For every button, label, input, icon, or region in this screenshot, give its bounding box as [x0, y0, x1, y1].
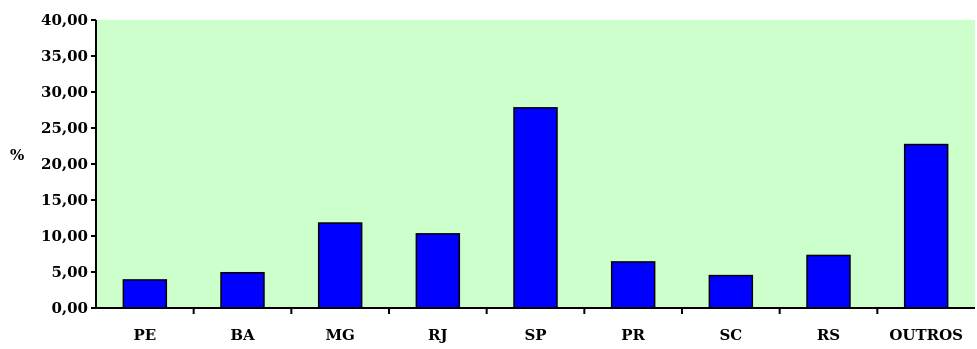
x-tick-label-mg: MG	[325, 326, 354, 344]
bar-mg	[317, 222, 363, 309]
x-tick-label-pe: PE	[133, 326, 156, 344]
y-tick-label: 15,00	[41, 191, 88, 209]
bar-ba	[220, 271, 265, 309]
bar-pe	[122, 279, 168, 309]
x-axis-labels: PE BA MG RJ SP PR SC RS OUTROS	[133, 308, 963, 344]
y-axis-ticks: 0,00 5,00 10,00 15,00 20,00 25,00 30,00 35,00 40…	[41, 11, 96, 317]
x-tick-label-sp: SP	[524, 326, 546, 344]
y-tick-label: 35,00	[41, 47, 88, 65]
y-tick-label: 10,00	[41, 227, 88, 245]
x-tick-label-pr: PR	[621, 326, 645, 344]
bar-rj	[415, 233, 461, 309]
y-tick-label: 5,00	[51, 263, 88, 281]
y-tick-label: 40,00	[41, 11, 88, 29]
x-tick-label-sc: SC	[719, 326, 742, 344]
bar-pr	[610, 261, 656, 309]
x-tick-label-ba: BA	[230, 326, 255, 344]
bar-outros	[903, 143, 949, 309]
y-tick-label: 30,00	[41, 83, 88, 101]
y-tick-label: 25,00	[41, 119, 88, 137]
y-axis-label: %	[10, 146, 24, 164]
y-tick-label: 0,00	[51, 299, 88, 317]
y-tick-label: 20,00	[41, 155, 88, 173]
bars	[122, 107, 949, 309]
x-tick-label-outros: OUTROS	[889, 326, 963, 344]
x-tick-label-rj: RJ	[428, 326, 448, 344]
bar-sc	[708, 274, 754, 309]
x-tick-label-rs: RS	[817, 326, 840, 344]
bar-sp	[513, 107, 558, 309]
bar-rs	[806, 254, 851, 309]
